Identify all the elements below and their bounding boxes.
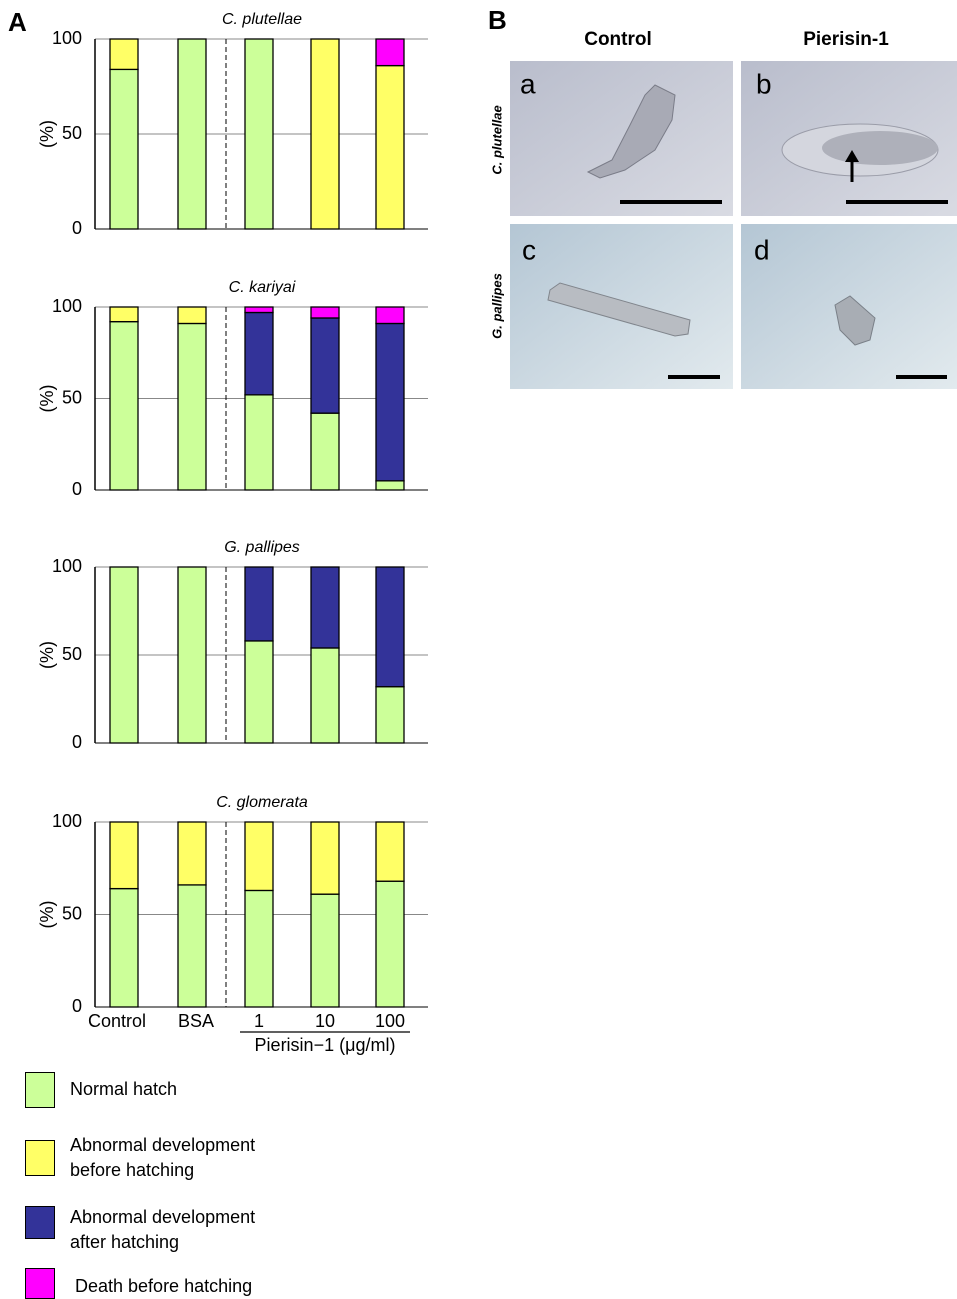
bar-segment: [311, 318, 339, 413]
legend-swatch: [25, 1140, 55, 1176]
micrograph: a: [510, 61, 733, 216]
page: { "panel_a_label": "A", "panel_b": { "la…: [0, 0, 957, 1299]
y-tick-label: 0: [72, 218, 82, 238]
y-tick-label: 100: [52, 296, 82, 316]
x-tick-label: 10: [315, 1011, 335, 1031]
bar-segment: [110, 39, 138, 69]
legend-label: Abnormal development after hatching: [70, 1205, 255, 1255]
legend-swatch: [25, 1268, 55, 1299]
chart-title: C. plutellae: [222, 11, 302, 28]
bar-segment: [376, 481, 404, 490]
bar-segment: [311, 567, 339, 648]
bar-segment: [110, 822, 138, 889]
y-tick-label: 0: [72, 732, 82, 752]
image-label: b: [756, 68, 772, 99]
bar-segment: [311, 822, 339, 894]
legend-label: Abnormal development before hatching: [70, 1133, 255, 1183]
bar-segment: [178, 822, 206, 885]
bar-segment: [311, 648, 339, 743]
panel-label: A: [8, 7, 27, 37]
bar-segment: [376, 39, 404, 66]
micrograph: c: [510, 224, 733, 389]
y-tick-label: 100: [52, 28, 82, 48]
legend-swatch: [25, 1072, 55, 1108]
bar-segment: [311, 413, 339, 490]
bar-segment: [376, 881, 404, 1007]
chart-title: G. pallipes: [224, 539, 300, 556]
micrograph: d: [741, 224, 957, 389]
bar-segment: [178, 323, 206, 490]
bar-segment: [311, 307, 339, 318]
bar-segment: [178, 39, 206, 229]
column-label: Pierisin-1: [803, 29, 889, 50]
bar-segment: [110, 567, 138, 743]
bar-segment: [245, 395, 273, 490]
y-tick-label: 0: [72, 996, 82, 1016]
chart-title: C. kariyai: [229, 279, 296, 296]
y-tick-label: 0: [72, 479, 82, 499]
bar-segment: [245, 39, 273, 229]
bar-segment: [110, 889, 138, 1007]
y-axis-label: (%): [37, 120, 57, 148]
micrograph: b: [741, 61, 957, 216]
bar-segment: [245, 890, 273, 1007]
image-label: d: [754, 234, 770, 265]
row-label: C. plutellae: [489, 105, 504, 174]
y-tick-label: 50: [62, 644, 82, 664]
x-tick-label: BSA: [178, 1011, 214, 1031]
bar-segment: [245, 567, 273, 641]
x-tick-label: Control: [88, 1011, 146, 1031]
legend-label: Death before hatching: [75, 1274, 252, 1299]
bar-segment: [110, 307, 138, 322]
bar-segment: [376, 66, 404, 229]
bar-segment: [110, 322, 138, 490]
y-axis-label: (%): [37, 901, 57, 929]
y-axis-label: (%): [37, 385, 57, 413]
y-tick-label: 50: [62, 123, 82, 143]
column-label: Control: [584, 29, 652, 50]
y-axis-label: (%): [37, 641, 57, 669]
image-label: c: [522, 234, 536, 265]
panel-label: B: [488, 5, 507, 35]
image-label: a: [520, 68, 536, 99]
bar-segment: [311, 894, 339, 1007]
bar-segment: [245, 822, 273, 890]
bar-segment: [245, 312, 273, 394]
bar-segment: [178, 307, 206, 323]
x-axis-label: Pierisin−1 (μg/ml): [255, 1035, 396, 1055]
legend-label: Normal hatch: [70, 1077, 177, 1102]
chart-title: C. glomerata: [216, 794, 308, 811]
bar-segment: [376, 323, 404, 480]
bar-segment: [376, 567, 404, 687]
bar-segment: [376, 822, 404, 881]
y-tick-label: 100: [52, 556, 82, 576]
bar-segment: [178, 885, 206, 1007]
y-tick-label: 50: [62, 903, 82, 923]
bar-segment: [311, 39, 339, 229]
bar-segment: [376, 307, 404, 323]
row-label: G. pallipes: [489, 273, 504, 339]
legend-swatch: [25, 1206, 55, 1239]
bar-segment: [245, 307, 273, 312]
bar-segment: [245, 641, 273, 743]
x-tick-label: 1: [254, 1011, 264, 1031]
figure: A B Control Pierisin-1 C. plutellae G. p…: [0, 0, 957, 1299]
y-tick-label: 50: [62, 387, 82, 407]
bar-segment: [376, 687, 404, 743]
x-tick-label: 100: [375, 1011, 405, 1031]
y-tick-label: 100: [52, 811, 82, 831]
bar-segment: [110, 69, 138, 229]
bar-segment: [178, 567, 206, 743]
